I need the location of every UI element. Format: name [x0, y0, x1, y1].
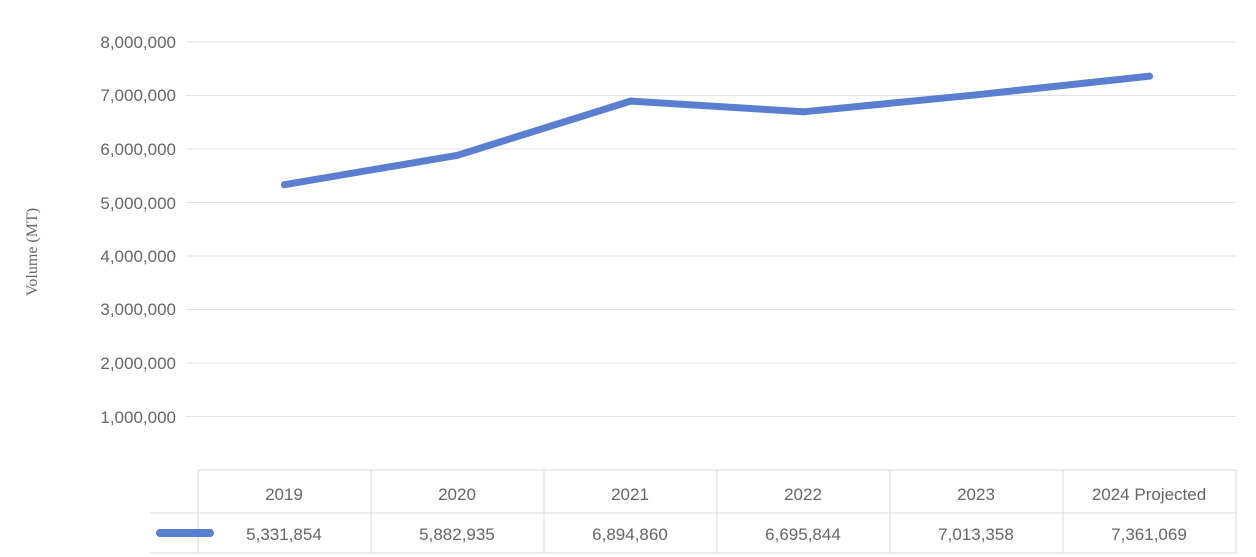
y-axis-label: Volume (MT)	[24, 208, 41, 296]
y-tick-label: 4,000,000	[100, 247, 176, 266]
data-point	[627, 97, 634, 105]
data-table-values: 5,331,854 5,882,935 6,894,860 6,695,844 …	[246, 525, 1187, 544]
category-label: 2023	[957, 485, 995, 504]
y-tick-label: 3,000,000	[100, 300, 176, 319]
category-label: 2024 Projected	[1092, 485, 1206, 504]
data-point	[281, 181, 288, 189]
data-point	[973, 91, 980, 99]
data-value-label: 7,361,069	[1111, 525, 1187, 544]
data-point	[800, 108, 807, 116]
series-points	[281, 72, 1153, 189]
y-tick-label: 1,000,000	[100, 408, 176, 427]
category-labels: 2019 2020 2021 2022 2023 2024 Projected	[265, 485, 1206, 504]
data-point	[1146, 72, 1153, 80]
y-tick-label: 5,000,000	[100, 194, 176, 213]
category-label: 2019	[265, 485, 303, 504]
y-tick-label: 2,000,000	[100, 354, 176, 373]
category-label: 2022	[784, 485, 822, 504]
y-tick-label: 6,000,000	[100, 140, 176, 159]
gridlines	[186, 41, 1236, 417]
data-value-label: 7,013,358	[938, 525, 1014, 544]
category-label: 2021	[611, 485, 649, 504]
y-tick-label: 7,000,000	[100, 86, 176, 105]
data-table-grid	[150, 469, 1237, 554]
y-tick-label: 8,000,000	[100, 33, 176, 52]
data-point	[454, 151, 461, 159]
data-value-label: 6,894,860	[592, 525, 668, 544]
category-label: 2020	[438, 485, 476, 504]
y-axis-ticks: 8,000,000 7,000,000 6,000,000 5,000,000 …	[100, 33, 176, 427]
data-value-label: 5,882,935	[419, 525, 495, 544]
data-value-label: 6,695,844	[765, 525, 841, 544]
data-value-label: 5,331,854	[246, 525, 322, 544]
series-line	[281, 72, 1153, 189]
